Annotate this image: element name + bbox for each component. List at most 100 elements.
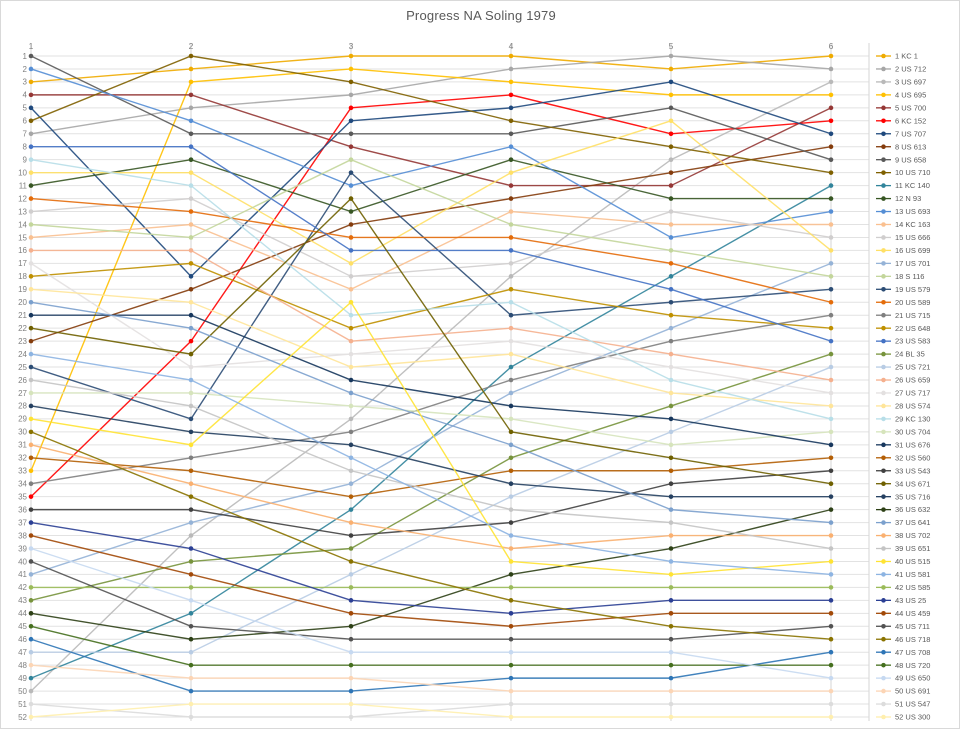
series-line: [30, 405, 831, 498]
series-point: [828, 662, 834, 668]
series-point: [348, 222, 354, 227]
legend-label: 38 US 702: [895, 531, 930, 540]
series-point: [828, 170, 834, 175]
series-point: [668, 714, 674, 720]
series-point: [828, 533, 834, 538]
series-point: [348, 585, 354, 590]
series-point: [668, 675, 674, 681]
legend-marker-dot: [881, 390, 886, 396]
series-line: [30, 353, 832, 602]
series-point: [668, 585, 674, 590]
series-point: [28, 714, 34, 720]
legend-marker-dot: [881, 559, 886, 564]
y-tick-label: 3: [23, 78, 28, 87]
series-point: [28, 274, 34, 279]
legend-marker-dot: [881, 66, 886, 72]
series-point: [668, 649, 674, 655]
series-point: [348, 455, 354, 461]
legend-label: 12 N 93: [895, 194, 921, 203]
series-point: [828, 299, 834, 305]
series-point: [668, 494, 674, 499]
legend-marker-dot: [881, 429, 886, 435]
y-tick-label: 9: [23, 155, 28, 164]
series-point: [668, 118, 674, 124]
series-point: [508, 636, 514, 642]
series-point: [348, 92, 354, 98]
series-point: [828, 144, 834, 150]
y-tick-label: 51: [18, 700, 27, 709]
legend-marker-dot: [881, 286, 886, 292]
series-line: [30, 547, 832, 679]
legend-marker-dot: [881, 442, 886, 448]
series-point: [188, 520, 194, 525]
series-point: [508, 688, 514, 694]
series-point: [348, 274, 354, 279]
series-point: [28, 623, 34, 629]
y-tick-label: 31: [18, 441, 27, 450]
series-line: [30, 68, 832, 239]
series-point: [348, 559, 354, 564]
series-line: [30, 301, 832, 524]
series-point: [348, 170, 354, 175]
y-tick-label: 41: [18, 570, 27, 579]
legend-label: 26 US 659: [895, 376, 930, 385]
legend-label: 22 US 648: [895, 324, 930, 333]
series-point: [188, 429, 194, 435]
series-point: [668, 636, 674, 642]
series-point: [348, 338, 354, 344]
series-point: [508, 494, 514, 499]
y-tick-label: 30: [18, 428, 27, 437]
legend-marker-dot: [881, 196, 886, 201]
legend-label: 15 US 666: [895, 233, 930, 242]
legend-label: 32 US 560: [895, 453, 930, 462]
series-point: [508, 248, 514, 253]
y-tick-label: 15: [18, 233, 27, 242]
legend-label: 25 US 721: [895, 363, 930, 372]
series-point: [668, 338, 674, 344]
series-point: [508, 338, 514, 344]
series-point: [668, 364, 674, 370]
legend-marker-dot: [881, 701, 886, 707]
series-point: [828, 222, 834, 227]
series-point: [508, 299, 514, 305]
y-tick-label: 36: [18, 505, 27, 514]
legend-label: 27 US 717: [895, 389, 930, 398]
series-point: [828, 157, 834, 162]
legend-label: 52 US 300: [895, 713, 930, 722]
series-point: [28, 520, 34, 525]
series-point: [348, 442, 354, 448]
series-point: [188, 688, 194, 694]
series-point: [668, 701, 674, 707]
series-point: [828, 468, 834, 474]
series-point: [348, 351, 354, 357]
y-tick-label: 23: [18, 337, 27, 346]
series-point: [188, 377, 194, 383]
series-point: [28, 299, 34, 305]
series-point: [508, 623, 514, 629]
legend-marker-dot: [881, 105, 886, 111]
series-point: [668, 455, 674, 461]
y-tick-label: 13: [18, 207, 27, 216]
series-point: [348, 286, 354, 292]
x-tick-label: 3: [349, 41, 354, 51]
series-point: [28, 649, 34, 655]
legend-marker-dot: [881, 636, 886, 642]
legend-label: 46 US 718: [895, 635, 930, 644]
legend-label: 16 US 699: [895, 246, 930, 255]
legend-marker-dot: [881, 675, 886, 681]
series-point: [828, 611, 834, 616]
series-point: [188, 222, 194, 227]
series-point: [668, 274, 674, 279]
legend-label: 47 US 708: [895, 648, 930, 657]
legend-label: 31 US 676: [895, 440, 930, 449]
series-point: [348, 196, 354, 201]
series-line: [30, 664, 831, 692]
series-line: [30, 197, 832, 278]
legend-label: 20 US 589: [895, 298, 930, 307]
series-point: [668, 507, 674, 512]
series-line: [30, 431, 832, 640]
x-tick-label: 4: [509, 41, 514, 51]
legend-label: 28 US 574: [895, 402, 930, 411]
series-point: [188, 79, 194, 85]
series-point: [508, 714, 514, 720]
